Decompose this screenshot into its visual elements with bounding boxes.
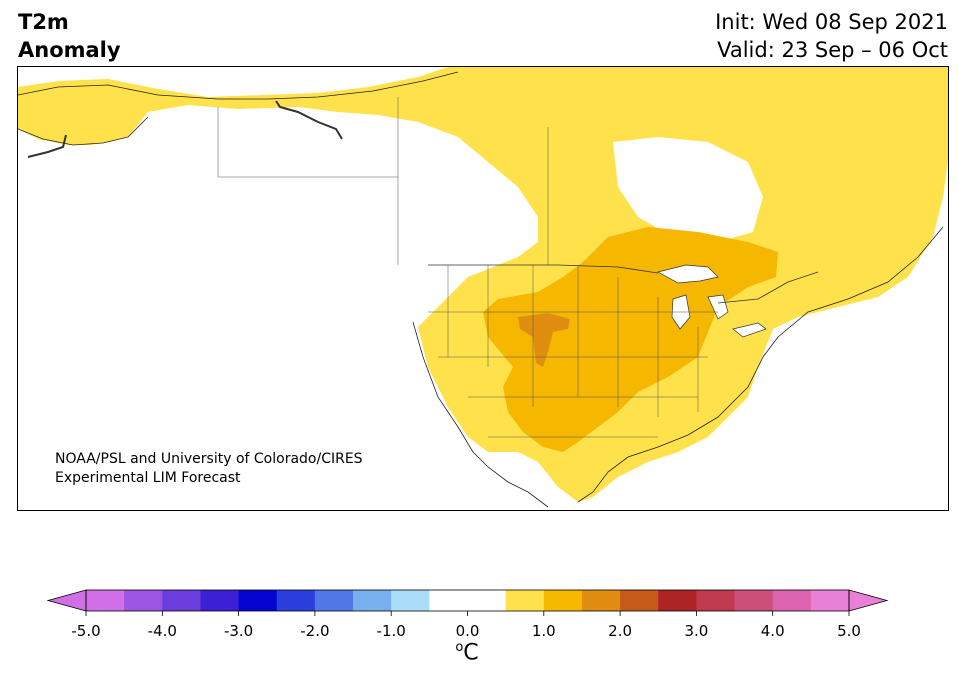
colorbar-segment <box>314 590 354 611</box>
colorbar-tick-label: 2.0 <box>608 622 633 640</box>
map-canvas <box>18 67 948 510</box>
colorbar-segment <box>238 590 278 611</box>
anomaly-region-peak <box>518 313 570 367</box>
coastline <box>18 71 944 508</box>
colorbar-segment <box>505 590 545 611</box>
valid-range: Valid: 23 Sep – 06 Oct <box>717 38 948 62</box>
colorbar-segment <box>620 590 659 611</box>
map-title: T2m Anomaly <box>18 8 121 64</box>
title-line-2: Anomaly <box>18 38 121 62</box>
river-alaska <box>27 134 67 158</box>
colorbar-segment <box>276 590 316 611</box>
colorbar-tick-label: -5.0 <box>71 622 101 640</box>
colorbar-high-extend <box>848 589 889 612</box>
colorbar-segment <box>200 590 240 611</box>
colorbar-tick-label: -4.0 <box>147 622 177 640</box>
colorbar-segment <box>696 590 736 611</box>
colorbar-segment <box>429 590 468 611</box>
anomaly-map: NOAA/PSL and University of Colorado/CIRE… <box>17 66 949 511</box>
colorbar-ticks <box>85 611 850 616</box>
colorbar-tick-label: -3.0 <box>223 622 254 640</box>
colorbar-unit: oC <box>455 640 478 665</box>
colorbar-segment <box>391 590 430 611</box>
credit-line-2: Experimental LIM Forecast <box>55 470 241 486</box>
colorbar-segment <box>543 590 583 611</box>
western-neutral <box>18 109 523 510</box>
forecast-dates: Init: Wed 08 Sep 2021 Valid: 23 Sep – 06… <box>715 8 948 64</box>
colorbar-tick-label: 1.0 <box>531 622 556 640</box>
great-lakes <box>657 264 767 338</box>
credit-line-1: NOAA/PSL and University of Colorado/CIRE… <box>55 451 363 467</box>
colorbar-segment <box>353 590 392 611</box>
river-yukon <box>275 100 343 140</box>
colorbar-segment <box>124 590 163 611</box>
colorbar-segment <box>772 590 812 611</box>
colorbar-segment <box>810 590 850 611</box>
colorbar-tick-label: -1.0 <box>376 622 406 640</box>
colorbar-tick-label: -2.0 <box>300 622 330 640</box>
colorbar-segments <box>86 590 850 611</box>
map-credit: NOAA/PSL and University of Colorado/CIRE… <box>55 450 363 488</box>
title-line-1: T2m <box>18 10 69 34</box>
init-date: Init: Wed 08 Sep 2021 <box>715 10 948 34</box>
canada-us-border <box>428 264 819 304</box>
colorbar-low-extend <box>46 589 87 612</box>
colorbar-segment <box>734 590 774 611</box>
hudson-bay-neutral <box>613 137 763 242</box>
colorbar-segment <box>467 590 507 611</box>
colorbar-tick-label: 3.0 <box>684 622 709 640</box>
unit-base: C <box>463 640 479 666</box>
colorbar-segment <box>581 590 621 611</box>
state-borders <box>217 97 718 438</box>
colorbar-segment <box>658 590 697 611</box>
colorbar-segment <box>162 590 201 611</box>
colorbar-tick-label: 4.0 <box>760 622 785 640</box>
colorbar-segment <box>86 590 125 611</box>
colorbar-tick-label: 5.0 <box>837 622 861 640</box>
anomaly-region-central <box>483 227 778 452</box>
unit-superscript: o <box>455 640 464 655</box>
colorbar-tick-label: 0.0 <box>455 622 480 640</box>
